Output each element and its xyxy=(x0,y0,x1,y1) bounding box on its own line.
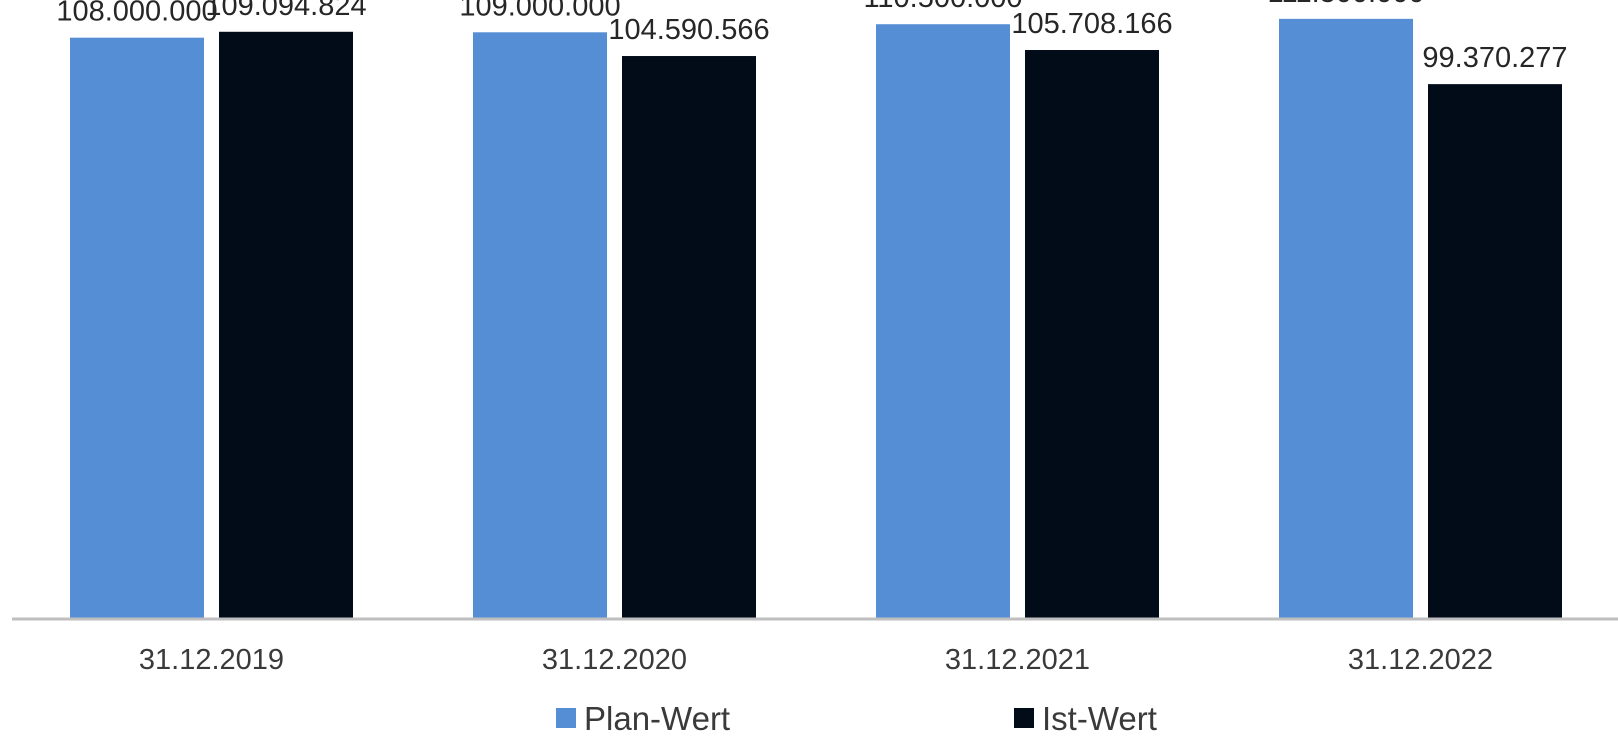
data-label-plan-wert-1: 109.000.000 xyxy=(459,0,620,22)
x-tick-label-0: 31.12.2019 xyxy=(139,644,284,676)
data-label-plan-wert-3: 111.500.000 xyxy=(1268,0,1425,9)
data-label-plan-wert-0: 108.000.000 xyxy=(56,0,217,28)
data-label-ist-wert-3: 99.370.277 xyxy=(1422,42,1567,74)
bar-plan-wert-2 xyxy=(876,24,1010,619)
bar-ist-wert-2 xyxy=(1025,50,1159,620)
legend-label-plan-wert: Plan-Wert xyxy=(584,700,730,737)
data-label-plan-wert-2: 110.500.000 xyxy=(863,0,1022,14)
bar-ist-wert-0 xyxy=(219,31,353,619)
data-label-ist-wert-1: 104.590.566 xyxy=(608,14,769,46)
x-tick-label-2: 31.12.2021 xyxy=(945,644,1090,676)
data-label-ist-wert-0: 109.094.824 xyxy=(205,0,366,22)
x-tick-label-3: 31.12.2022 xyxy=(1348,644,1493,676)
bar-plan-wert-3 xyxy=(1279,18,1413,620)
bar-ist-wert-3 xyxy=(1428,84,1562,620)
legend-swatch-ist-wert xyxy=(1014,708,1034,728)
bars-group xyxy=(70,18,1562,620)
x-tick-labels-group: 31.12.2019 31.12.2020 31.12.2021 31.12.2022 xyxy=(139,644,1493,676)
bar-ist-wert-1 xyxy=(622,56,756,620)
bar-plan-wert-1 xyxy=(473,32,607,619)
legend: Plan-Wert Ist-Wert xyxy=(556,700,1157,737)
x-tick-label-1: 31.12.2020 xyxy=(542,644,687,676)
legend-label-ist-wert: Ist-Wert xyxy=(1042,700,1157,737)
data-label-ist-wert-2: 105.708.166 xyxy=(1011,8,1172,40)
legend-swatch-plan-wert xyxy=(556,708,576,728)
bar-plan-wert-0 xyxy=(70,37,204,619)
